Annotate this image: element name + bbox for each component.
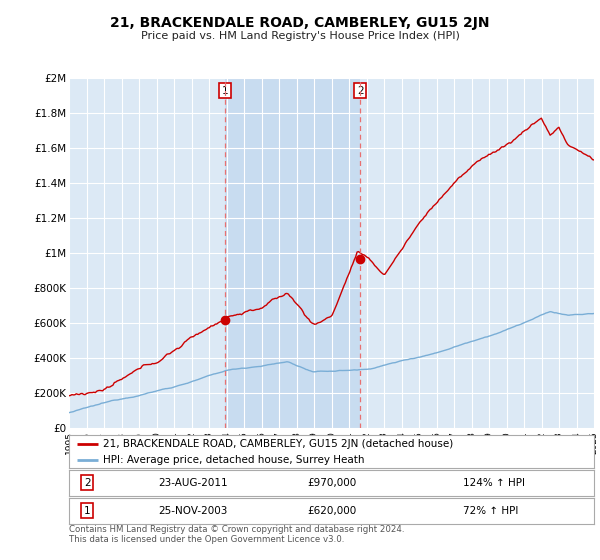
Text: 21, BRACKENDALE ROAD, CAMBERLEY, GU15 2JN: 21, BRACKENDALE ROAD, CAMBERLEY, GU15 2J… [110, 16, 490, 30]
Text: 124% ↑ HPI: 124% ↑ HPI [463, 478, 525, 488]
Text: £620,000: £620,000 [307, 506, 356, 516]
Text: 1: 1 [84, 506, 91, 516]
Text: 1: 1 [221, 86, 228, 96]
Text: 23-AUG-2011: 23-AUG-2011 [158, 478, 228, 488]
Text: Price paid vs. HM Land Registry's House Price Index (HPI): Price paid vs. HM Land Registry's House … [140, 31, 460, 41]
Bar [225, 78, 361, 428]
Text: £970,000: £970,000 [307, 478, 356, 488]
Text: 25-NOV-2003: 25-NOV-2003 [158, 506, 227, 516]
Text: 2: 2 [84, 478, 91, 488]
Text: 2: 2 [357, 86, 364, 96]
Text: 21, BRACKENDALE ROAD, CAMBERLEY, GU15 2JN (detached house): 21, BRACKENDALE ROAD, CAMBERLEY, GU15 2J… [103, 439, 454, 449]
Text: 72% ↑ HPI: 72% ↑ HPI [463, 506, 518, 516]
Text: HPI: Average price, detached house, Surrey Heath: HPI: Average price, detached house, Surr… [103, 455, 365, 465]
Text: Contains HM Land Registry data © Crown copyright and database right 2024.
This d: Contains HM Land Registry data © Crown c… [69, 525, 404, 544]
